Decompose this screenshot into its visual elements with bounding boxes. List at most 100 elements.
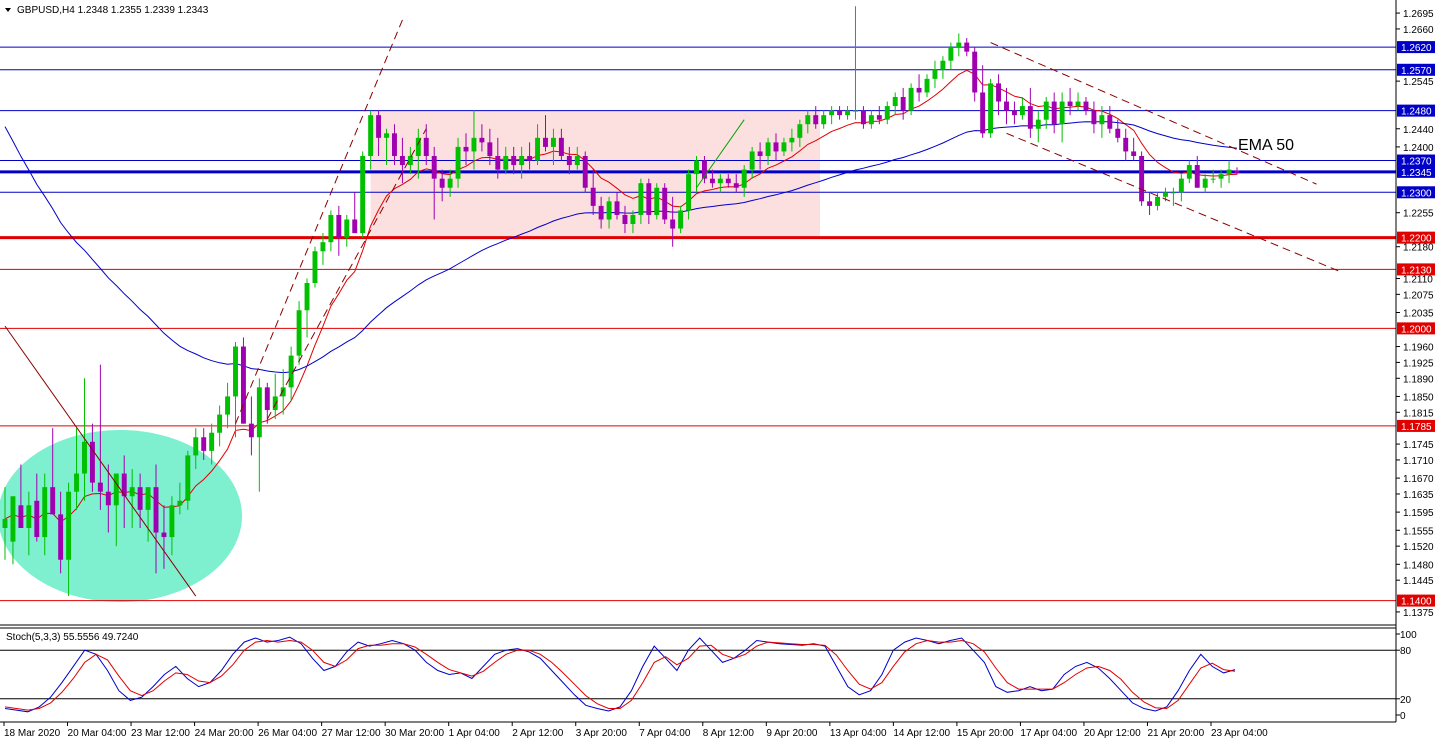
- candle-bull: [296, 310, 302, 356]
- level-price-label: 1.2000: [1401, 324, 1432, 335]
- level-price-label: 1.2570: [1401, 66, 1432, 77]
- uptrend-channel-upper[interactable]: [235, 19, 403, 424]
- uptrend-channel-lower[interactable]: [266, 128, 427, 420]
- downtrend-channel-upper[interactable]: [990, 42, 1317, 185]
- candle-bear: [50, 487, 56, 515]
- price-tick-label: 1.1480: [1403, 560, 1434, 571]
- price-tick-label: 1.1925: [1403, 358, 1434, 369]
- price-tick-label: 1.2110: [1403, 274, 1433, 285]
- downtrend-channel-lower[interactable]: [1006, 132, 1341, 273]
- candle-bull: [638, 183, 644, 215]
- candle-bull: [312, 251, 318, 284]
- candle-bear: [662, 187, 668, 220]
- price-tick-label: 1.1815: [1403, 408, 1434, 419]
- candle-bull: [550, 137, 556, 147]
- time-tick-label: 23 Mar 12:00: [131, 728, 190, 739]
- stochastic-axis: 100 80 20 0: [1396, 630, 1417, 722]
- candle-bear: [916, 87, 922, 93]
- downtrend-line-march[interactable]: [4, 325, 197, 597]
- candle-bull: [328, 214, 334, 243]
- candle-bull: [884, 106, 890, 120]
- level-price-label: 1.1785: [1401, 422, 1432, 433]
- price-tick-label: 1.1445: [1403, 576, 1434, 587]
- candle-bear: [725, 178, 731, 184]
- level-price-label: 1.2480: [1401, 107, 1432, 118]
- candle-bear: [487, 142, 493, 156]
- candle-bull: [789, 137, 795, 143]
- level-price-box: [1397, 63, 1435, 76]
- price-tick-label: 1.1520: [1403, 542, 1434, 553]
- price-tick-label: 1.1890: [1403, 374, 1434, 385]
- candle-bear: [876, 115, 882, 120]
- candle-bear: [137, 487, 143, 510]
- candle-bear: [248, 423, 254, 438]
- stoch-title: Stoch(5,3,3) 55.5556 49.7240: [6, 632, 139, 643]
- candle-bull: [74, 473, 79, 492]
- candle-bear: [646, 183, 652, 215]
- price-tick-label: 1.1595: [1403, 508, 1434, 519]
- candle-bull: [694, 160, 699, 175]
- dropdown-arrow-icon[interactable]: [5, 8, 11, 12]
- candle-bear: [240, 346, 246, 424]
- candle-bear: [18, 505, 24, 528]
- level-price-box: [1397, 154, 1435, 167]
- candle-bear: [837, 110, 843, 116]
- candle-bull: [1019, 106, 1025, 116]
- candle-bear: [201, 437, 207, 451]
- price-tick-label: 1.1745: [1403, 440, 1434, 451]
- stochastic-panel[interactable]: Stoch(5,3,3) 55.5556 49.7240 100 80 20 0: [0, 630, 1417, 722]
- candle-bull: [344, 219, 350, 238]
- stochastic-lines: [0, 636, 1396, 713]
- level-price-label: 1.2345: [1401, 168, 1432, 179]
- candle-bull: [407, 155, 413, 166]
- candle-bear: [89, 441, 95, 483]
- candle-bull: [503, 155, 509, 170]
- candle-bear: [622, 214, 628, 225]
- candle-bull: [82, 441, 87, 474]
- time-tick-label: 20 Mar 04:00: [68, 728, 127, 739]
- level-price-label: 1.2370: [1401, 157, 1432, 168]
- candle-bull: [956, 42, 962, 48]
- candle-bull: [1178, 178, 1184, 193]
- candle-bull: [574, 155, 580, 166]
- candle-bear: [511, 155, 517, 166]
- time-axis: 18 Mar 2020 20 Mar 04:00 23 Mar 12:00 24 Ma…: [3, 722, 1268, 739]
- level-price-box: [1397, 165, 1435, 178]
- candle-bull: [368, 115, 374, 156]
- candle-bull: [940, 60, 946, 70]
- candle-bull: [447, 178, 453, 188]
- price-tick-label: 1.2400: [1403, 143, 1434, 154]
- candle-bear: [105, 491, 111, 506]
- candle-bear: [34, 500, 40, 538]
- candle-bear: [1067, 101, 1073, 107]
- price-panel[interactable]: EMA 50 GBPUSD,H4 1.2348 1.2355 1.2339 1.…: [0, 5, 1435, 619]
- price-tick-label: 1.2180: [1403, 243, 1434, 254]
- price-tick-label: 1.2695: [1403, 9, 1434, 20]
- breakout-line[interactable]: [696, 119, 745, 189]
- ema-50-label: EMA 50: [1238, 137, 1294, 154]
- level-price-label: 1.2620: [1401, 43, 1432, 54]
- time-tick-label: 30 Mar 20:00: [385, 728, 444, 739]
- candle-bull: [10, 496, 16, 542]
- time-tick-label: 27 Mar 12:00: [322, 728, 381, 739]
- trendlines: [4, 19, 1341, 597]
- candle-bull: [845, 110, 850, 116]
- candle-bear: [590, 187, 596, 206]
- candle-bull: [272, 396, 278, 411]
- level-price-box: [1397, 322, 1435, 335]
- candle-bull: [1170, 192, 1176, 194]
- candle-bull: [1186, 165, 1192, 179]
- price-tick-label: 1.1710: [1403, 456, 1434, 467]
- candle-bull: [741, 169, 747, 188]
- candle-bull: [471, 137, 477, 152]
- candle-bull: [169, 505, 175, 538]
- candle-bull: [948, 47, 954, 61]
- candle-bear: [97, 482, 103, 492]
- candle-bull: [988, 83, 994, 134]
- candle-bear: [423, 137, 429, 156]
- candle-bear: [439, 178, 445, 188]
- candle-bear: [479, 137, 485, 143]
- candle-bull: [288, 355, 294, 388]
